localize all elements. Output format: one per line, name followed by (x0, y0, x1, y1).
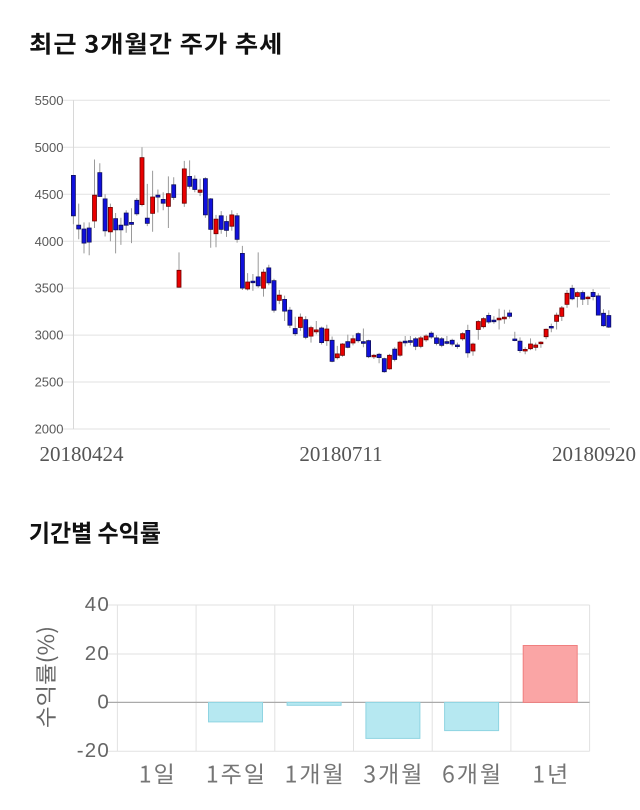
svg-text:20180424: 20180424 (40, 442, 125, 466)
svg-text:4500: 4500 (35, 187, 64, 202)
svg-text:-20: -20 (77, 739, 110, 762)
svg-text:3000: 3000 (35, 328, 64, 343)
svg-text:0: 0 (97, 690, 110, 713)
svg-text:3500: 3500 (35, 281, 64, 296)
svg-text:4000: 4000 (35, 234, 64, 249)
svg-text:2000: 2000 (35, 422, 64, 437)
svg-text:20: 20 (85, 642, 110, 665)
svg-text:2500: 2500 (35, 375, 64, 390)
svg-text:5000: 5000 (35, 140, 64, 155)
svg-text:5500: 5500 (35, 93, 64, 108)
svg-text:20180920: 20180920 (552, 442, 636, 466)
svg-text:40: 40 (85, 593, 110, 616)
svg-text:20180711: 20180711 (299, 442, 382, 466)
